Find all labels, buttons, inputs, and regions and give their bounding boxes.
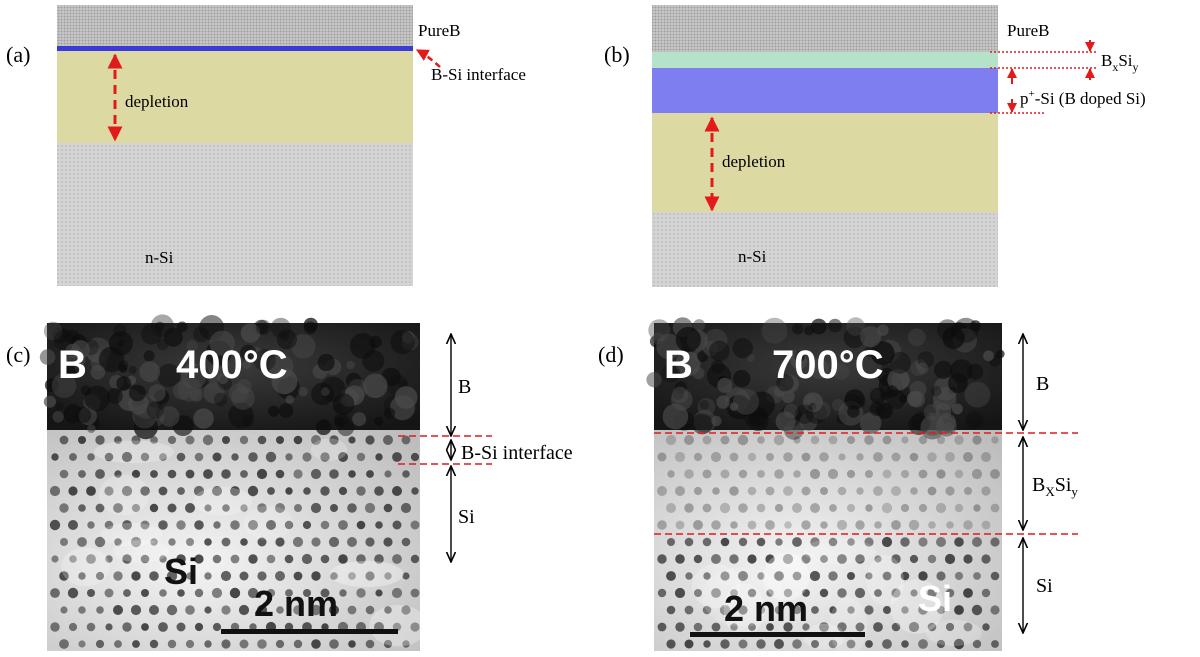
bxsiy-layer (652, 52, 998, 68)
nsi-label: n-Si (145, 248, 174, 267)
interface-guides (398, 435, 492, 465)
tem-image-700c (646, 317, 1005, 656)
psi-layer (652, 68, 998, 113)
bxsiy-label: BxSiy (1101, 51, 1139, 74)
panel-b: (b) PureB BxSiy p+-Si (B doped Si) deple… (604, 5, 1146, 287)
interface-layer (57, 46, 413, 51)
tem-corner-label: B (664, 343, 693, 387)
depletion-layer (652, 113, 998, 212)
psi-label: p+-Si (B doped Si) (1020, 88, 1146, 108)
si-region-label: Si (918, 578, 952, 619)
side-b-label: B (1036, 373, 1049, 395)
side-bxsiy-label: BXSiy (1032, 474, 1078, 499)
panel-c: (c) B 400°C Si 2 nm B B-Si interface Si (6, 314, 573, 651)
side-b-label: B (458, 376, 471, 398)
panel-d-tag: (d) (598, 342, 624, 367)
depletion-label: depletion (125, 92, 189, 111)
panel-b-tag: (b) (604, 42, 630, 67)
side-interface-label: B-Si interface (461, 442, 573, 464)
panel-a-tag: (a) (6, 42, 30, 67)
interface-label: B-Si interface (431, 65, 526, 84)
layer-guides (654, 432, 1078, 535)
temperature-label: 400°C (176, 343, 288, 387)
depletion-label: depletion (722, 152, 786, 171)
panel-a: (a) PureB B-Si interface depletion n-Si (6, 5, 526, 286)
pureb-label: PureB (1007, 21, 1050, 40)
tem-corner-label: B (58, 343, 87, 387)
tem-image-400c (39, 314, 428, 651)
depletion-layer (57, 51, 413, 143)
scale-bar (690, 632, 865, 637)
interface-pointer (415, 48, 441, 68)
side-si-label: Si (1036, 575, 1053, 597)
si-region-label: Si (164, 551, 198, 592)
temperature-label: 700°C (772, 343, 884, 387)
pureb-label: PureB (418, 21, 461, 40)
scale-bar (221, 629, 398, 634)
panel-c-tag: (c) (6, 342, 30, 367)
scale-bar-label: 2 nm (724, 588, 808, 629)
panel-d: (d) B 700°C Si 2 nm B BXSiy Si (598, 317, 1078, 656)
nsi-label: n-Si (738, 247, 767, 266)
side-si-label: Si (458, 506, 475, 528)
scale-bar-label: 2 nm (254, 583, 338, 624)
